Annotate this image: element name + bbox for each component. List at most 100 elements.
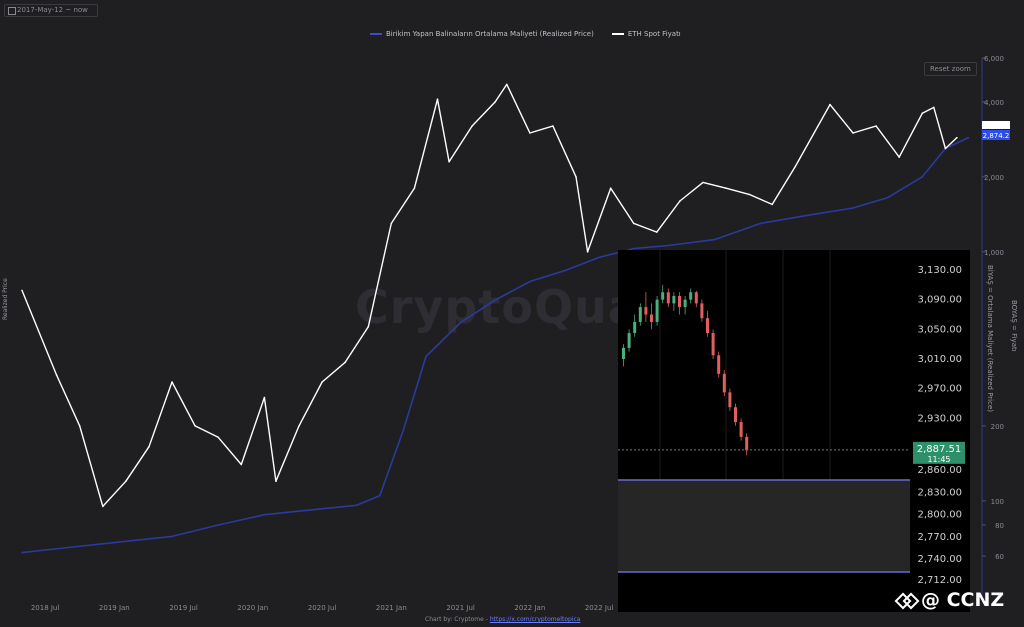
data-point-spot	[55, 374, 58, 376]
y-tick-label: 2,000	[984, 174, 1004, 182]
candle-body	[672, 295, 676, 304]
data-point-spot	[725, 187, 727, 190]
inset-y-tick-label: 3,130.00	[917, 265, 962, 276]
data-point-spot	[298, 425, 300, 427]
series-line-eth-spot	[21, 83, 958, 508]
x-tick-label: 2022 Jan	[514, 604, 545, 612]
data-point-spot	[148, 445, 150, 448]
data-point-realized	[852, 207, 854, 209]
y-axis-label-left: Realized Price	[2, 278, 9, 320]
data-point-spot	[505, 83, 508, 86]
candle-body	[644, 307, 648, 315]
data-point-spot	[321, 381, 323, 383]
x-tick-label: 2022 Jul	[585, 604, 614, 612]
data-point-spot	[898, 156, 901, 158]
candle-body	[638, 307, 642, 322]
candle-body	[722, 373, 726, 393]
data-point-realized	[21, 551, 23, 554]
data-point-spot	[390, 222, 393, 225]
data-point-spot	[875, 125, 877, 127]
legend-item-realized[interactable]: Birikim Yapan Balinaların Ortalama Maliy…	[370, 30, 594, 38]
data-point-spot	[448, 160, 450, 163]
y-tick-label: 6,000	[984, 55, 1004, 63]
candle-body	[678, 295, 681, 308]
data-point-spot	[829, 103, 831, 106]
realized-current-badge	[982, 130, 1010, 140]
inset-volume-pane	[618, 480, 910, 572]
inset-candlestick-chart: 3,130.00 3,090.00 3,050.00 3,010.00 2,970.00…	[618, 250, 970, 612]
data-point-spot	[552, 125, 554, 127]
legend-swatch-spot	[611, 33, 624, 35]
data-point-spot	[344, 361, 346, 364]
data-point-realized	[759, 222, 762, 225]
x-tick-label: 2019 Jul	[169, 604, 198, 612]
inset-y-tick-label: 3,050.00	[917, 324, 962, 335]
data-point-spot	[679, 200, 681, 202]
candle-body	[683, 299, 687, 308]
inset-y-tick-label: 2,930.00	[917, 413, 962, 424]
candle-body	[728, 392, 732, 408]
inset-y-tick-label: 2,830.00	[917, 487, 962, 498]
data-point-spot	[171, 381, 173, 383]
data-point-spot	[702, 181, 704, 184]
data-point-realized	[113, 541, 116, 544]
inset-y-tick-label: 2,970.00	[917, 384, 962, 395]
data-point-spot	[771, 203, 774, 206]
data-point-spot	[921, 112, 924, 115]
reset-zoom-button[interactable]: Reset zoom	[924, 62, 977, 76]
data-point-spot	[217, 436, 220, 439]
data-point-realized	[713, 238, 716, 241]
data-point-realized	[263, 513, 266, 516]
last-price-label: 2,887.51	[917, 444, 962, 455]
y-tick-label: 60	[995, 553, 1004, 561]
y-tick-label: 1,000	[984, 249, 1004, 257]
inset-y-tick-label: 3,010.00	[917, 354, 962, 365]
data-point-spot	[101, 505, 104, 508]
candle-body	[689, 292, 693, 300]
countdown-label: 11:45	[927, 455, 950, 464]
brand-tag: @ CCNZ	[897, 589, 1004, 611]
data-point-spot	[794, 165, 797, 168]
candle-body	[627, 333, 631, 348]
legend-label-realized: Birikim Yapan Balinaların Ortalama Maliy…	[386, 30, 594, 38]
data-point-spot	[240, 463, 243, 466]
chart-credit: Chart by: Cryptome - https://x.com/crypt…	[425, 616, 580, 623]
candle-body	[717, 355, 721, 374]
legend-label-spot: ETH Spot Fiyatı	[627, 30, 681, 38]
data-point-spot	[609, 187, 612, 190]
data-point-realized	[425, 355, 427, 358]
data-point-spot	[956, 136, 958, 139]
data-point-spot	[852, 132, 854, 134]
current-value-label: 2,874.2	[983, 132, 1010, 140]
data-point-spot	[494, 101, 497, 103]
y-axis-label-realized: BİYAŞ = Ortalama Maliyet (Realized Price…	[986, 265, 994, 412]
data-point-spot	[586, 251, 589, 253]
candle-body	[622, 347, 625, 359]
data-point-spot	[656, 231, 658, 233]
data-point-realized	[632, 247, 635, 250]
data-point-spot	[367, 325, 370, 328]
data-point-spot	[194, 425, 196, 427]
data-point-realized	[217, 524, 220, 526]
date-range-picker[interactable]: 2017-May-12 ~ now	[4, 4, 98, 17]
ccnz-logo-icon	[897, 591, 915, 609]
date-range-text: 2017-May-12 ~ now	[17, 6, 88, 14]
candle-body	[734, 407, 737, 423]
candle-body	[706, 318, 709, 334]
inset-y-tick-label: 3,090.00	[917, 295, 962, 306]
chart-legend: Birikim Yapan Balinaların Ortalama Maliy…	[370, 30, 681, 38]
legend-item-spot[interactable]: ETH Spot Fiyatı	[611, 30, 681, 38]
data-point-realized	[309, 509, 312, 511]
data-point-spot	[78, 425, 81, 427]
x-tick-label: 2021 Jul	[446, 604, 475, 612]
y-tick-label: 4,000	[984, 99, 1004, 107]
y-tick-label: 100	[991, 498, 1004, 506]
credit-link[interactable]: https://x.com/cryptomeltopica	[489, 616, 581, 623]
candle-body	[661, 292, 665, 300]
candle-body	[711, 333, 715, 356]
data-point-realized	[494, 299, 497, 301]
data-point-spot	[575, 176, 577, 178]
brand-text: @ CCNZ	[921, 589, 1005, 611]
data-point-spot	[471, 125, 473, 127]
data-point-spot	[21, 289, 23, 292]
